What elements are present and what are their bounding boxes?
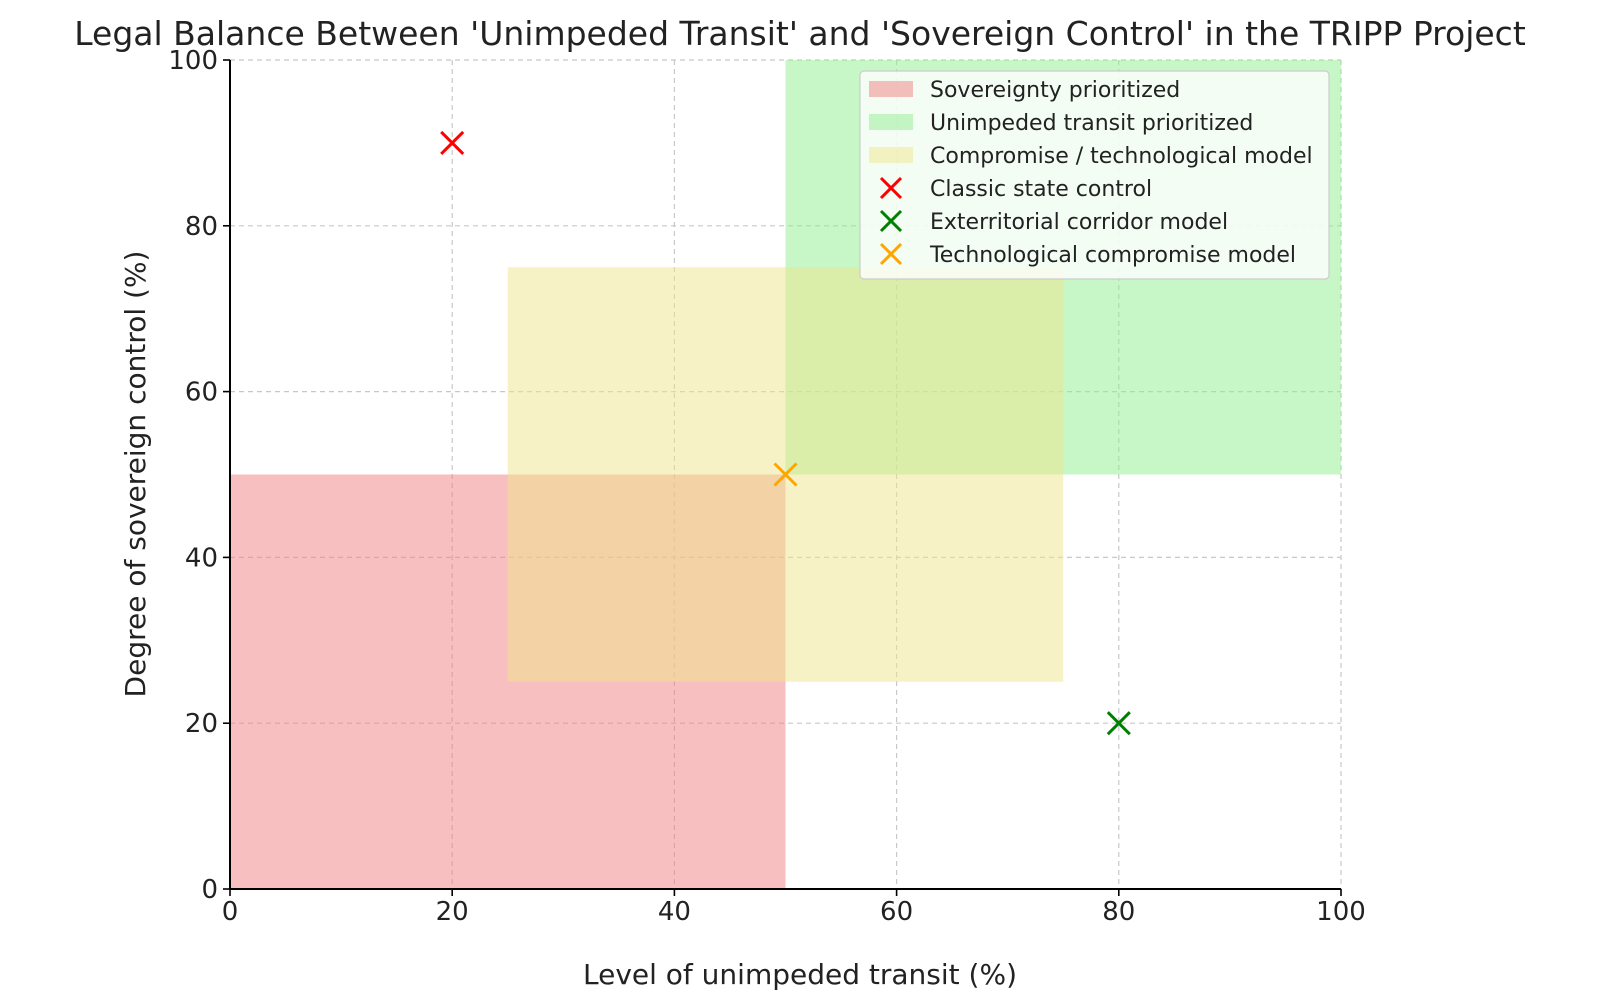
legend-label: Exterritorial corridor model [930, 210, 1228, 235]
y-tick-label: 100 [168, 46, 218, 76]
x-tick-label: 20 [436, 897, 469, 927]
data-point-2-0 [773, 462, 798, 487]
data-point-1-0 [1106, 711, 1131, 736]
legend: Sovereignty prioritized Unimpeded transit… [859, 70, 1330, 280]
legend-label: Sovereignty prioritized [930, 78, 1180, 103]
data-point-0-0 [440, 130, 465, 155]
legend-label: Classic state control [930, 177, 1152, 202]
y-tick-label: 40 [185, 543, 218, 573]
legend-label: Compromise / technological model [930, 144, 1313, 169]
y-tick-label: 80 [185, 212, 218, 242]
y-tick-label: 0 [201, 875, 218, 905]
axes: 0 20 40 60 80 100 0 20 40 60 80 100 [168, 46, 1365, 927]
legend-label: Technological compromise model [929, 243, 1296, 268]
legend-swatch [869, 81, 913, 97]
legend-swatch [869, 147, 913, 163]
y-tick-label: 60 [185, 378, 218, 408]
y-axis-label: Degree of sovereign control (%) [119, 251, 152, 698]
legend-label: Unimpeded transit prioritized [930, 111, 1253, 136]
x-tick-label: 80 [1102, 897, 1135, 927]
legend-marker [879, 209, 903, 233]
x-tick-label: 0 [222, 897, 239, 927]
y-tick-label: 20 [185, 709, 218, 739]
legend-swatch [869, 114, 913, 130]
x-tick-label: 100 [1316, 897, 1366, 927]
x-tick-label: 60 [880, 897, 913, 927]
legend-box [859, 70, 1330, 280]
chart-title: Legal Balance Between 'Unimpeded Transit… [74, 14, 1526, 53]
x-tick-label: 40 [658, 897, 691, 927]
data-points [440, 130, 1131, 736]
legend-marker [879, 176, 903, 200]
legend-marker [879, 242, 903, 266]
x-axis-label: Level of unimpeded transit (%) [583, 958, 1017, 991]
